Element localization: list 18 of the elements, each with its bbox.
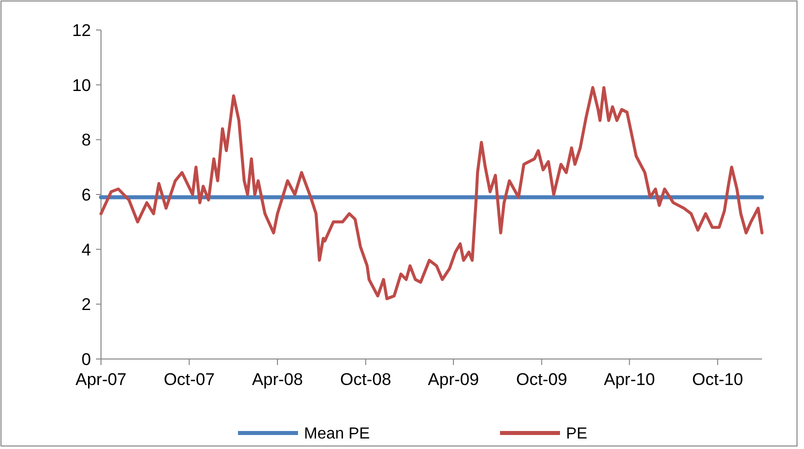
x-tick-label: Oct-07 bbox=[164, 370, 215, 389]
x-tick-label: Oct-09 bbox=[516, 370, 568, 389]
y-tick-label: 4 bbox=[82, 240, 91, 260]
line-series bbox=[100, 86, 764, 300]
y-tick-label: 8 bbox=[82, 130, 91, 150]
legend-label: PE bbox=[566, 426, 588, 443]
y-tick-label: 10 bbox=[72, 76, 91, 95]
legend-label: Mean PE bbox=[304, 426, 370, 443]
y-tick-label: 2 bbox=[82, 295, 91, 314]
x-tick-label: Oct-10 bbox=[692, 370, 744, 389]
x-tick-label: Apr-09 bbox=[428, 370, 479, 389]
y-tick-label: 6 bbox=[82, 185, 91, 204]
x-tick-label: Apr-07 bbox=[75, 370, 127, 389]
x-tick-label: Apr-10 bbox=[604, 370, 655, 389]
x-tick-label: Oct-08 bbox=[340, 370, 392, 389]
y-tick-label: 0 bbox=[82, 350, 91, 369]
y-tick-label: 12 bbox=[72, 20, 91, 40]
x-tick-label: Apr-08 bbox=[252, 370, 303, 389]
